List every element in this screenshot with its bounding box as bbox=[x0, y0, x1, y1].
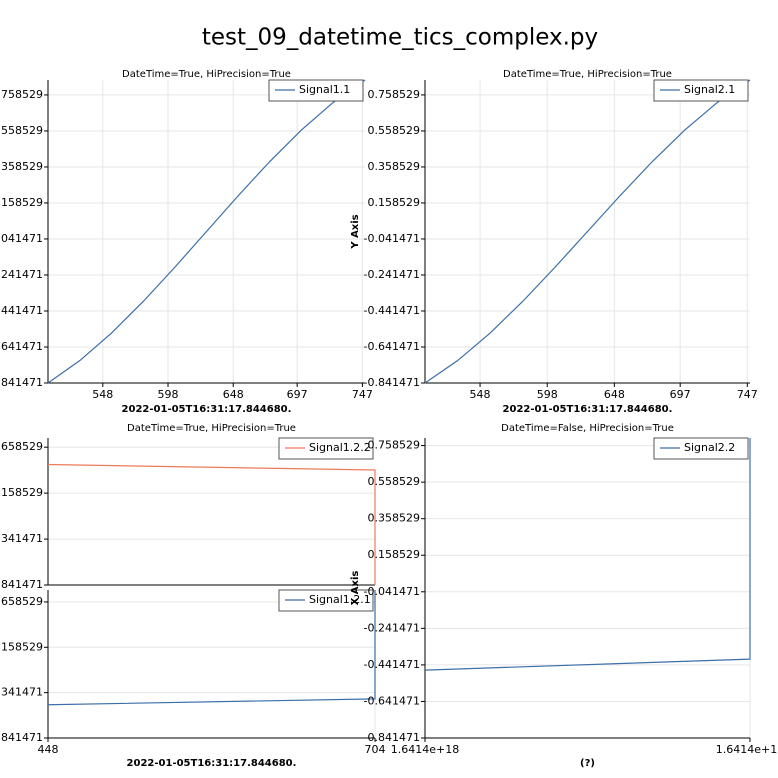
x-tick-label: 598 bbox=[158, 388, 179, 401]
legend-box bbox=[653, 79, 749, 102]
legend-label: Signal1.2.1 bbox=[309, 593, 371, 606]
y-tick-label: -0.641471 bbox=[0, 340, 43, 353]
x-axis-label: 2022-01-05T16:31:17.844680. bbox=[122, 404, 292, 415]
y-tick-label: -0.041471 bbox=[0, 232, 43, 245]
y-tick-label: -0.841471 bbox=[364, 731, 420, 744]
y-tick-label: 0.558529 bbox=[368, 475, 421, 488]
line bbox=[47, 590, 376, 706]
subplot-title: DateTime=True, HiPrecision=True bbox=[503, 69, 672, 80]
y-tick-label: -0.341471 bbox=[0, 532, 43, 545]
x-tick-label: 598 bbox=[537, 388, 558, 401]
y-tick-label: -0.441471 bbox=[364, 304, 420, 317]
y-tick-label: -0.241471 bbox=[364, 268, 420, 281]
subplot-title: DateTime=True, HiPrecision=True bbox=[122, 69, 291, 80]
y-tick-label: -0.341471 bbox=[0, 686, 43, 699]
line bbox=[47, 463, 376, 585]
legend-box bbox=[268, 79, 364, 102]
x-tick-label: 1.6414e+18 bbox=[716, 743, 778, 756]
y-axis-label: Y Axis bbox=[350, 214, 361, 249]
legend-box bbox=[278, 589, 374, 612]
x-tick-label: 697 bbox=[670, 388, 691, 401]
x-axis-label: 2022-01-05T16:31:17.844680. bbox=[127, 758, 297, 769]
x-tick-label: 747 bbox=[352, 388, 373, 401]
y-tick-label: 0.658529 bbox=[0, 595, 43, 608]
y-tick-label: 0.158529 bbox=[0, 196, 43, 209]
legend-label: Signal2.2 bbox=[684, 441, 735, 454]
y-tick-label: 0.158529 bbox=[0, 486, 43, 499]
x-tick-label: 548 bbox=[470, 388, 491, 401]
y-tick-label: 0.358529 bbox=[368, 512, 421, 525]
y-tick-label: -0.241471 bbox=[0, 268, 43, 281]
legend-label: Signal1.2.2 bbox=[309, 441, 371, 454]
y-tick-label: 0.158529 bbox=[368, 548, 421, 561]
x-tick-label: 1.6414e+18 bbox=[391, 743, 459, 756]
x-tick-label: 697 bbox=[287, 388, 308, 401]
y-tick-label: -0.441471 bbox=[0, 304, 43, 317]
y-tick-label: 0.758529 bbox=[368, 439, 421, 452]
x-tick-label: 747 bbox=[737, 388, 758, 401]
legend-label: Signal1.1 bbox=[299, 83, 350, 96]
x-tick-label: 648 bbox=[223, 388, 244, 401]
y-tick-label: 0.658529 bbox=[0, 440, 43, 453]
y-tick-label: 0.558529 bbox=[368, 124, 421, 137]
subplot-title: DateTime=False, HiPrecision=True bbox=[501, 423, 674, 434]
legend-label: Signal2.1 bbox=[684, 83, 735, 96]
y-tick-label: -0.441471 bbox=[364, 658, 420, 671]
line bbox=[424, 79, 751, 384]
y-tick-label: -0.841471 bbox=[364, 376, 420, 389]
y-tick-label: -0.241471 bbox=[364, 621, 420, 634]
y-tick-label: 0.758529 bbox=[368, 88, 421, 101]
y-tick-label: -0.841471 bbox=[0, 578, 43, 591]
subplot-title: DateTime=True, HiPrecision=True bbox=[127, 423, 296, 434]
x-tick-label: 448 bbox=[38, 743, 59, 756]
y-tick-label: -0.641471 bbox=[364, 340, 420, 353]
y-tick-label: 0.358529 bbox=[368, 160, 421, 173]
y-tick-label: 0.758529 bbox=[0, 88, 43, 101]
x-tick-label: 648 bbox=[604, 388, 625, 401]
line bbox=[47, 79, 366, 384]
y-tick-label: -0.841471 bbox=[0, 376, 43, 389]
y-axis-label: X Axis bbox=[350, 571, 361, 606]
legend-box bbox=[278, 437, 374, 460]
x-axis-label: (?) bbox=[580, 758, 595, 769]
x-tick-label: 704 bbox=[365, 743, 386, 756]
y-tick-label: -0.041471 bbox=[364, 585, 420, 598]
legend-box bbox=[653, 437, 749, 460]
y-tick-label: -0.641471 bbox=[364, 694, 420, 707]
line bbox=[424, 438, 751, 671]
y-tick-label: 0.158529 bbox=[368, 196, 421, 209]
x-axis-label: 2022-01-05T16:31:17.844680. bbox=[503, 404, 673, 415]
y-tick-label: -0.841471 bbox=[0, 731, 43, 744]
y-tick-label: 0.158529 bbox=[0, 640, 43, 653]
x-tick-label: 548 bbox=[92, 388, 113, 401]
y-tick-label: -0.041471 bbox=[364, 232, 420, 245]
y-tick-label: 0.358529 bbox=[0, 160, 43, 173]
page-title: test_09_datetime_tics_complex.py bbox=[202, 25, 598, 51]
y-tick-label: 0.558529 bbox=[0, 124, 43, 137]
